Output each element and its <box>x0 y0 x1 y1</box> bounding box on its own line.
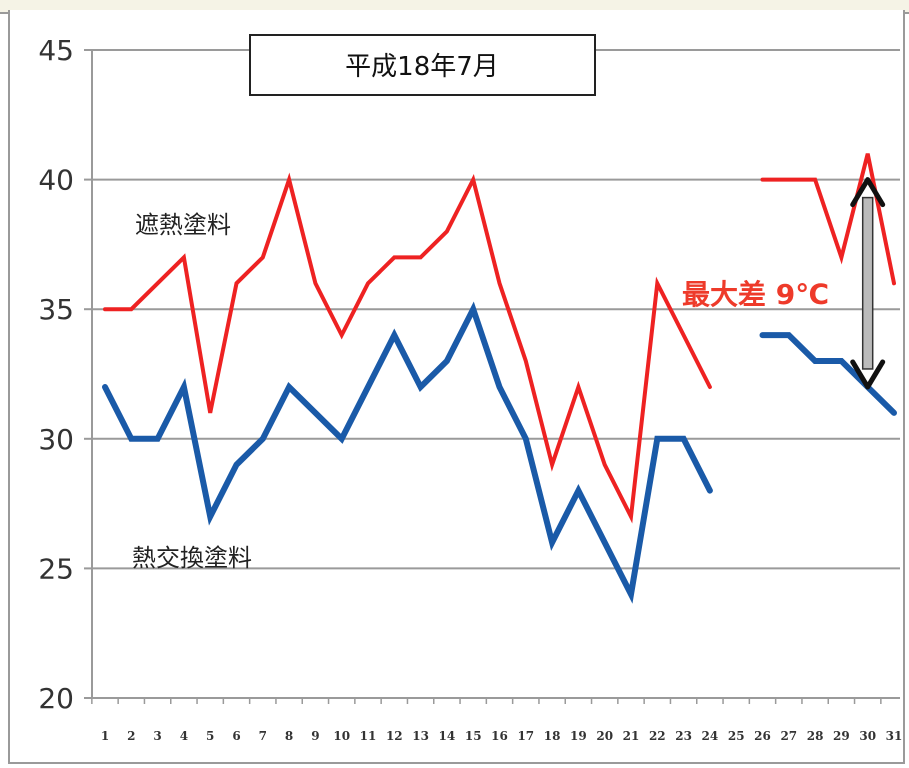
x-tick-label-16: 16 <box>491 729 508 743</box>
x-tick-label-2: 2 <box>127 729 135 743</box>
series-lines <box>102 153 897 604</box>
x-tick-label-26: 26 <box>754 729 771 743</box>
x-tick-label-15: 15 <box>465 729 482 743</box>
y-tick-label-35: 35 <box>38 293 74 326</box>
chart-title: 平成18年7月 <box>345 52 499 82</box>
y-tick-label-25: 25 <box>38 552 74 585</box>
x-tick-label-9: 9 <box>311 729 319 743</box>
series-1-line-segment-1 <box>759 332 897 416</box>
series-label-netsukokan: 熱交換塗料 <box>132 544 252 572</box>
x-tick-label-13: 13 <box>412 729 429 743</box>
x-tick-label-20: 20 <box>596 729 613 743</box>
x-tick-label-14: 14 <box>439 729 456 743</box>
x-tick-label-8: 8 <box>285 729 293 743</box>
x-tick-label-10: 10 <box>333 729 350 743</box>
series-1-line-segment-0 <box>102 301 713 604</box>
x-tick-label-25: 25 <box>728 729 745 743</box>
x-tick-label-6: 6 <box>232 729 240 743</box>
x-tick-label-27: 27 <box>780 729 797 743</box>
x-tick-label-23: 23 <box>675 729 692 743</box>
x-tick-label-21: 21 <box>623 729 640 743</box>
series-label-shanetsu: 遮熱塗料 <box>135 211 231 239</box>
difference-arrow-head-bottom <box>850 359 886 390</box>
x-tick-label-24: 24 <box>702 729 719 743</box>
x-tick-label-12: 12 <box>386 729 403 743</box>
x-tick-label-11: 11 <box>360 729 377 743</box>
difference-arrow <box>850 177 886 390</box>
x-tick-label-17: 17 <box>517 729 534 743</box>
x-tick-label-22: 22 <box>649 729 666 743</box>
x-tick-label-29: 29 <box>833 729 850 743</box>
x-tick-label-28: 28 <box>807 729 824 743</box>
max-difference-annotation: 最大差 9℃ <box>682 278 829 311</box>
y-tick-label-40: 40 <box>38 164 74 197</box>
y-tick-label-45: 45 <box>38 34 74 67</box>
x-tick-label-7: 7 <box>259 729 267 743</box>
series-0-line-segment-0 <box>103 172 712 524</box>
x-tick-label-3: 3 <box>153 729 161 743</box>
x-tick-label-4: 4 <box>180 729 188 743</box>
difference-arrow-head-top <box>850 177 886 208</box>
x-tick-label-30: 30 <box>859 729 876 743</box>
y-tick-label-30: 30 <box>38 423 74 456</box>
x-tick-label-18: 18 <box>544 729 561 743</box>
y-tick-label-20: 20 <box>38 682 74 715</box>
x-tick-label-19: 19 <box>570 729 587 743</box>
series-0-line-segment-1 <box>760 153 896 286</box>
difference-arrow-shaft <box>861 196 874 370</box>
chart-frame <box>8 10 905 764</box>
x-tick-label-5: 5 <box>206 729 214 743</box>
chart-title-box <box>249 34 596 96</box>
axes <box>84 49 900 704</box>
x-tick-label-31: 31 <box>886 729 903 743</box>
x-tick-label-1: 1 <box>101 729 109 743</box>
